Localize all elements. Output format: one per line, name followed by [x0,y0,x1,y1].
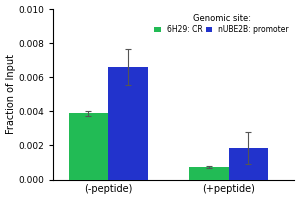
Bar [229,148,268,180]
Bar [108,67,148,180]
Legend: 6H29: CR, nUBE2B: promoter: 6H29: CR, nUBE2B: promoter [153,13,291,35]
Bar [69,113,108,180]
Y-axis label: Fraction of Input: Fraction of Input [6,54,16,134]
Bar [189,167,229,180]
